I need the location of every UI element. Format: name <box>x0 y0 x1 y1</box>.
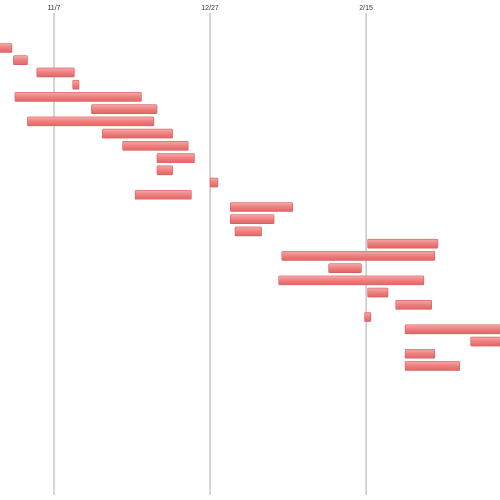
task-bar <box>156 165 173 176</box>
task-bar <box>404 348 436 359</box>
x-tick-label: 11/7 <box>47 5 60 12</box>
task-bar <box>122 141 189 151</box>
task-bar <box>395 300 432 310</box>
task-bar <box>13 55 28 66</box>
task-bar <box>134 189 192 200</box>
task-bar <box>14 92 142 102</box>
task-bar <box>91 104 158 114</box>
task-bar <box>367 287 389 298</box>
task-bar <box>72 79 80 90</box>
task-bar <box>209 177 219 188</box>
task-bar <box>234 226 262 237</box>
x-tick-label: 2/15 <box>359 5 373 12</box>
task-bar <box>328 263 362 273</box>
task-bar <box>404 324 500 335</box>
task-bar <box>0 43 13 53</box>
task-bar <box>281 251 436 261</box>
task-bar <box>278 275 425 286</box>
x-tick-label: 12/27 <box>201 5 219 12</box>
task-bar <box>36 67 75 78</box>
task-bar <box>404 361 461 371</box>
task-bar <box>27 116 155 127</box>
task-bar <box>470 336 500 347</box>
task-bar <box>102 128 173 139</box>
task-bar <box>364 312 372 322</box>
task-bar <box>230 202 294 212</box>
task-bar <box>230 214 275 225</box>
task-bar <box>156 153 195 163</box>
task-bar <box>367 238 439 249</box>
